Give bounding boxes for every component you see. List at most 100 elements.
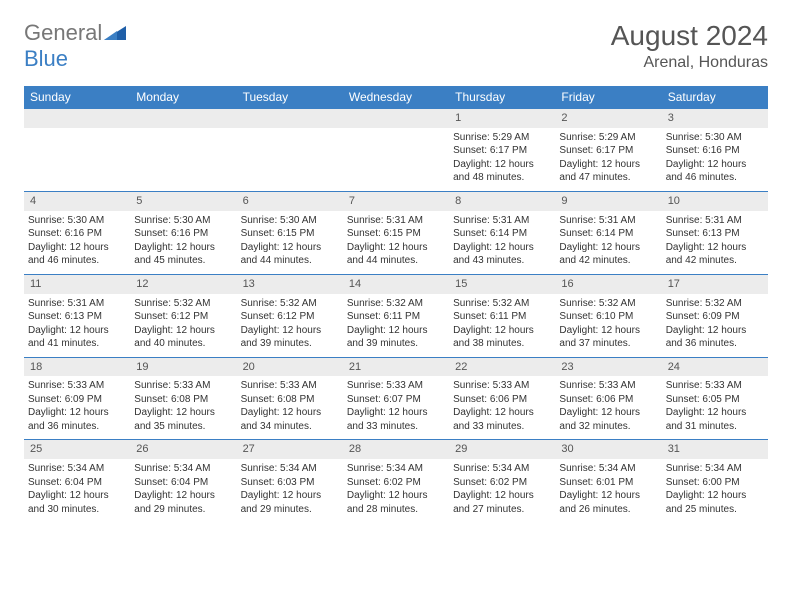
sunset-text: Sunset: 6:13 PM [666,227,764,241]
daylight-text: Daylight: 12 hours and 44 minutes. [347,241,445,268]
daylight-text: Daylight: 12 hours and 33 minutes. [453,406,551,433]
day-number: 21 [343,358,449,377]
day-number: 25 [24,440,130,459]
sunrise-text: Sunrise: 5:31 AM [666,214,764,228]
daylight-text: Daylight: 12 hours and 39 minutes. [241,324,339,351]
sunset-text: Sunset: 6:11 PM [453,310,551,324]
calendar-day-cell: 12Sunrise: 5:32 AMSunset: 6:12 PMDayligh… [130,274,236,357]
sunrise-text: Sunrise: 5:34 AM [241,462,339,476]
calendar-day-cell [343,109,449,192]
day-number: 27 [237,440,343,459]
daylight-text: Daylight: 12 hours and 36 minutes. [666,324,764,351]
daylight-text: Daylight: 12 hours and 45 minutes. [134,241,232,268]
sunrise-text: Sunrise: 5:33 AM [134,379,232,393]
day-number: 16 [555,275,661,294]
sunset-text: Sunset: 6:16 PM [666,144,764,158]
sunrise-text: Sunrise: 5:33 AM [666,379,764,393]
calendar-day-cell: 26Sunrise: 5:34 AMSunset: 6:04 PMDayligh… [130,440,236,522]
calendar-week-row: 25Sunrise: 5:34 AMSunset: 6:04 PMDayligh… [24,440,768,522]
daylight-text: Daylight: 12 hours and 42 minutes. [559,241,657,268]
sunset-text: Sunset: 6:02 PM [453,476,551,490]
day-number: 12 [130,275,236,294]
weekday-header-row: Sunday Monday Tuesday Wednesday Thursday… [24,86,768,109]
day-number: 5 [130,192,236,211]
sunrise-text: Sunrise: 5:32 AM [241,297,339,311]
sunrise-text: Sunrise: 5:32 AM [666,297,764,311]
sunrise-text: Sunrise: 5:30 AM [241,214,339,228]
header: GeneralBlue August 2024 Arenal, Honduras [24,20,768,72]
sunset-text: Sunset: 6:01 PM [559,476,657,490]
daylight-text: Daylight: 12 hours and 37 minutes. [559,324,657,351]
sunset-text: Sunset: 6:17 PM [453,144,551,158]
sunset-text: Sunset: 6:12 PM [134,310,232,324]
day-number [237,109,343,128]
day-number: 22 [449,358,555,377]
day-number: 19 [130,358,236,377]
calendar-day-cell: 18Sunrise: 5:33 AMSunset: 6:09 PMDayligh… [24,357,130,440]
calendar-day-cell [130,109,236,192]
sunrise-text: Sunrise: 5:32 AM [347,297,445,311]
sunrise-text: Sunrise: 5:34 AM [134,462,232,476]
day-number: 13 [237,275,343,294]
daylight-text: Daylight: 12 hours and 48 minutes. [453,158,551,185]
sunrise-text: Sunrise: 5:31 AM [559,214,657,228]
calendar-day-cell: 23Sunrise: 5:33 AMSunset: 6:06 PMDayligh… [555,357,661,440]
calendar-day-cell: 31Sunrise: 5:34 AMSunset: 6:00 PMDayligh… [662,440,768,522]
sunset-text: Sunset: 6:04 PM [134,476,232,490]
sunset-text: Sunset: 6:15 PM [241,227,339,241]
logo-text-blue: Blue [24,46,68,71]
sunset-text: Sunset: 6:00 PM [666,476,764,490]
day-number: 8 [449,192,555,211]
calendar-day-cell: 14Sunrise: 5:32 AMSunset: 6:11 PMDayligh… [343,274,449,357]
logo: GeneralBlue [24,20,126,72]
daylight-text: Daylight: 12 hours and 40 minutes. [134,324,232,351]
sunset-text: Sunset: 6:09 PM [28,393,126,407]
calendar-day-cell: 27Sunrise: 5:34 AMSunset: 6:03 PMDayligh… [237,440,343,522]
daylight-text: Daylight: 12 hours and 39 minutes. [347,324,445,351]
calendar-week-row: 1Sunrise: 5:29 AMSunset: 6:17 PMDaylight… [24,109,768,192]
logo-triangle-icon [104,20,126,46]
sunrise-text: Sunrise: 5:33 AM [347,379,445,393]
daylight-text: Daylight: 12 hours and 32 minutes. [559,406,657,433]
day-number: 1 [449,109,555,128]
weekday-header: Monday [130,86,236,109]
sunrise-text: Sunrise: 5:30 AM [28,214,126,228]
sunset-text: Sunset: 6:09 PM [666,310,764,324]
calendar-day-cell: 3Sunrise: 5:30 AMSunset: 6:16 PMDaylight… [662,109,768,192]
sunset-text: Sunset: 6:02 PM [347,476,445,490]
sunrise-text: Sunrise: 5:33 AM [241,379,339,393]
calendar-day-cell: 2Sunrise: 5:29 AMSunset: 6:17 PMDaylight… [555,109,661,192]
calendar-day-cell: 10Sunrise: 5:31 AMSunset: 6:13 PMDayligh… [662,191,768,274]
sunrise-text: Sunrise: 5:34 AM [559,462,657,476]
calendar-day-cell: 7Sunrise: 5:31 AMSunset: 6:15 PMDaylight… [343,191,449,274]
day-number: 6 [237,192,343,211]
day-number: 9 [555,192,661,211]
day-number: 28 [343,440,449,459]
sunrise-text: Sunrise: 5:34 AM [347,462,445,476]
calendar-day-cell: 21Sunrise: 5:33 AMSunset: 6:07 PMDayligh… [343,357,449,440]
day-number: 14 [343,275,449,294]
daylight-text: Daylight: 12 hours and 25 minutes. [666,489,764,516]
day-number: 15 [449,275,555,294]
calendar-day-cell: 29Sunrise: 5:34 AMSunset: 6:02 PMDayligh… [449,440,555,522]
calendar-day-cell: 28Sunrise: 5:34 AMSunset: 6:02 PMDayligh… [343,440,449,522]
daylight-text: Daylight: 12 hours and 46 minutes. [28,241,126,268]
calendar-day-cell: 6Sunrise: 5:30 AMSunset: 6:15 PMDaylight… [237,191,343,274]
sunrise-text: Sunrise: 5:31 AM [453,214,551,228]
weekday-header: Tuesday [237,86,343,109]
weekday-header: Wednesday [343,86,449,109]
day-number: 26 [130,440,236,459]
sunset-text: Sunset: 6:03 PM [241,476,339,490]
daylight-text: Daylight: 12 hours and 36 minutes. [28,406,126,433]
sunrise-text: Sunrise: 5:33 AM [28,379,126,393]
day-number: 3 [662,109,768,128]
day-number: 30 [555,440,661,459]
calendar-day-cell: 8Sunrise: 5:31 AMSunset: 6:14 PMDaylight… [449,191,555,274]
day-number: 29 [449,440,555,459]
weekday-header: Sunday [24,86,130,109]
calendar-day-cell: 17Sunrise: 5:32 AMSunset: 6:09 PMDayligh… [662,274,768,357]
daylight-text: Daylight: 12 hours and 42 minutes. [666,241,764,268]
calendar-day-cell: 9Sunrise: 5:31 AMSunset: 6:14 PMDaylight… [555,191,661,274]
calendar-day-cell: 25Sunrise: 5:34 AMSunset: 6:04 PMDayligh… [24,440,130,522]
sunset-text: Sunset: 6:17 PM [559,144,657,158]
